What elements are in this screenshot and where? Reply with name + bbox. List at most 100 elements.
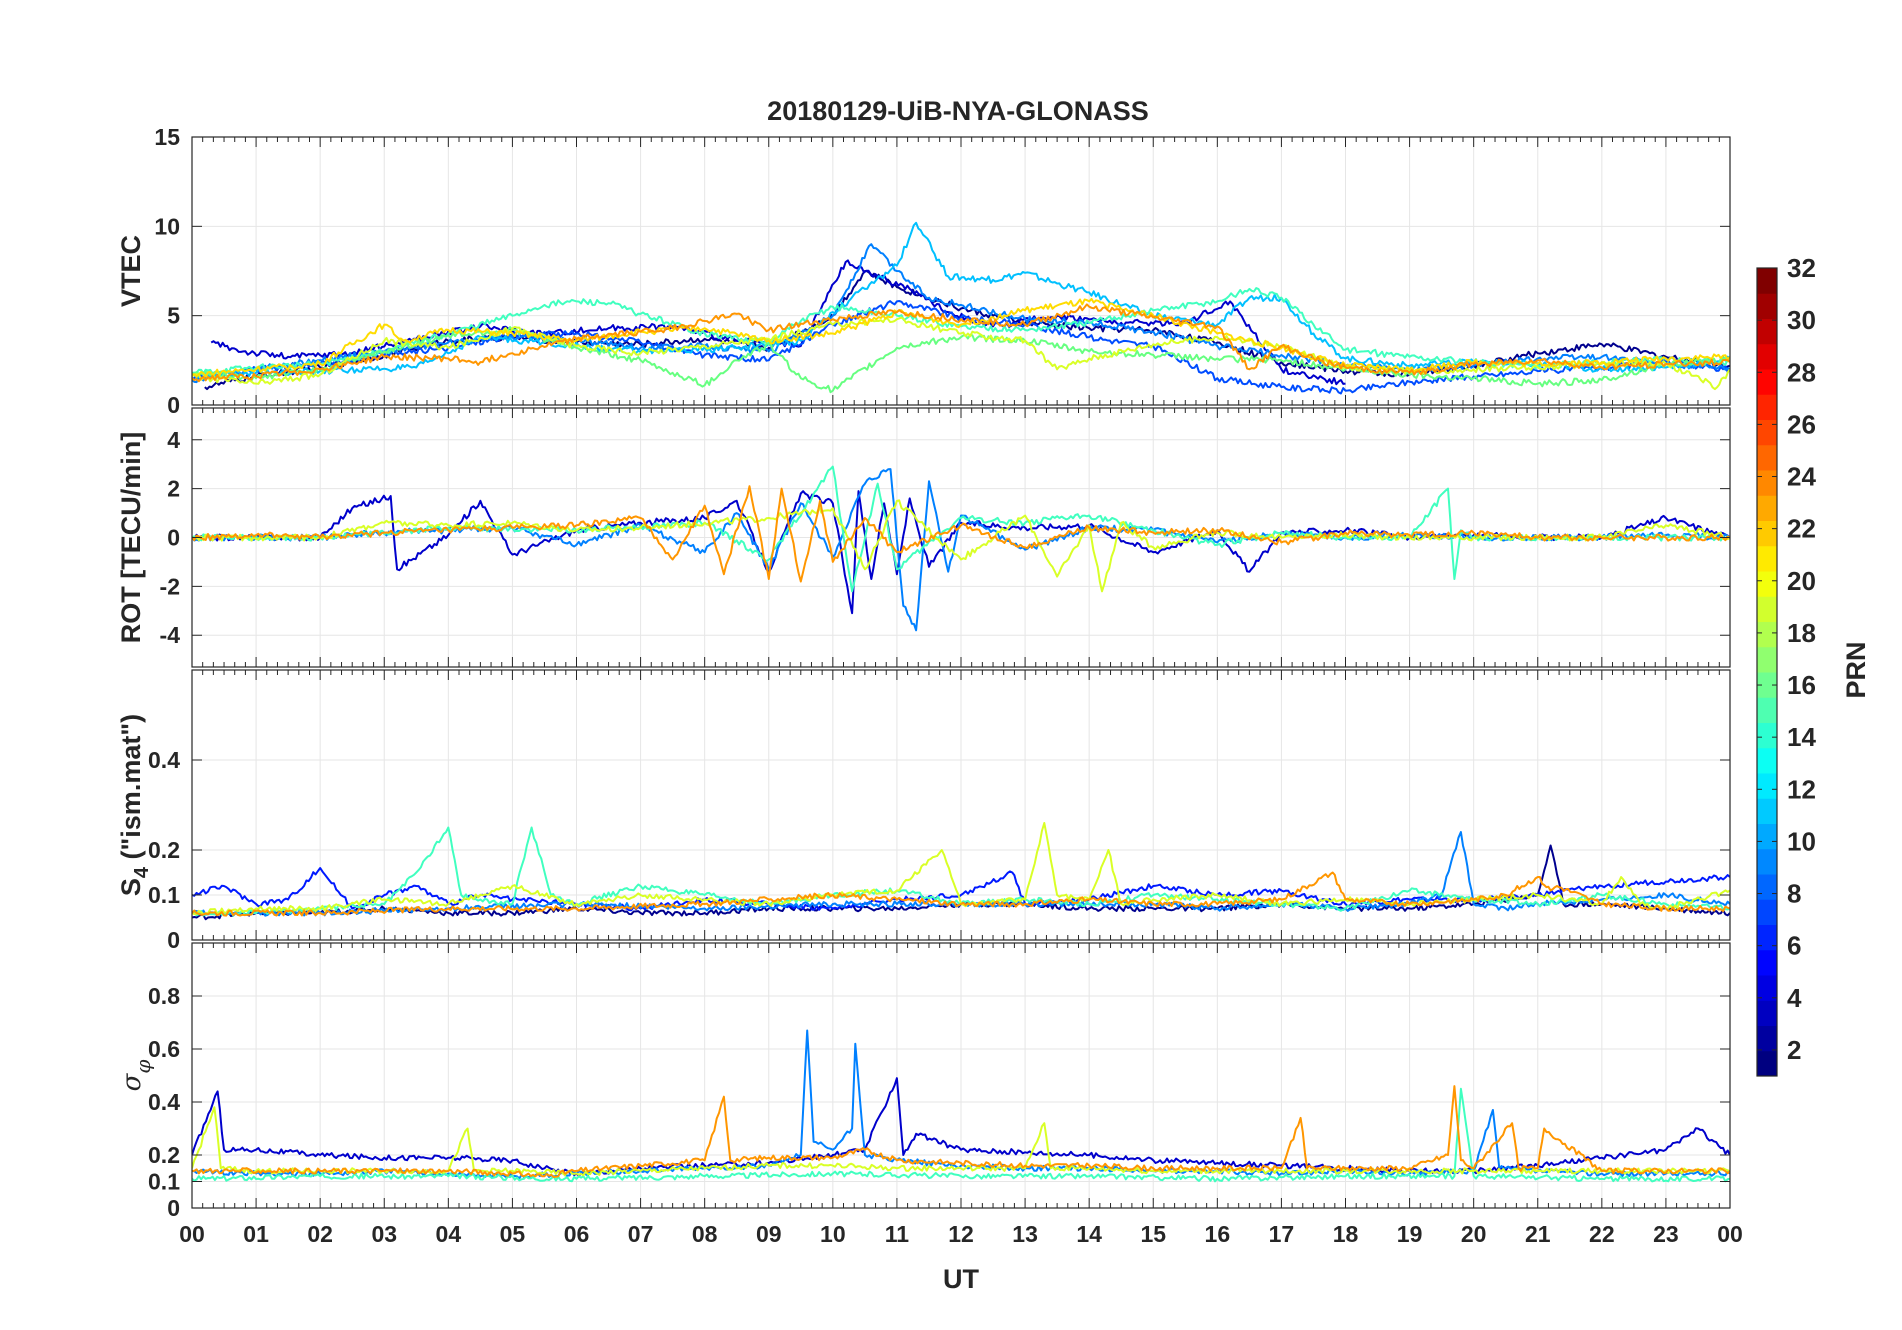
colorbar-tick-label: 32	[1787, 253, 1816, 283]
colorbar-segment	[1757, 773, 1777, 799]
colorbar-segment	[1757, 975, 1777, 1001]
x-tick-label: 14	[1076, 1221, 1102, 1247]
series-prn-9-vtec	[192, 243, 1730, 384]
colorbar-segment	[1757, 874, 1777, 900]
colorbar-segment	[1757, 672, 1777, 698]
x-tick-label: 19	[1397, 1221, 1423, 1247]
colorbar-segment	[1757, 394, 1777, 420]
y-tick-label: 0.6	[148, 1036, 180, 1062]
y-axis-label-rot: ROT [TECU/min]	[116, 432, 146, 643]
y-tick-label: 4	[167, 427, 180, 453]
series-prn-19-s4	[192, 822, 1730, 916]
x-tick-label: 21	[1525, 1221, 1551, 1247]
x-axis-label: UT	[943, 1264, 979, 1294]
series-group-s4	[192, 822, 1730, 921]
series-prn-23-s4	[192, 871, 1730, 917]
colorbar-segment	[1757, 545, 1777, 572]
y-tick-label: 0.4	[148, 1089, 180, 1115]
colorbar-tick-label: 14	[1787, 722, 1816, 752]
y-tick-label: 0.2	[148, 837, 180, 863]
y-tick-label: 0.2	[148, 1142, 180, 1168]
series-prn-23-rot	[192, 485, 1730, 583]
y-tick-label: 0	[167, 525, 180, 551]
colorbar-segment	[1757, 722, 1777, 749]
y-axis-label-sigma_phi: σφ	[117, 1060, 155, 1092]
colorbar-label: PRN	[1841, 641, 1871, 698]
series-prn-23-vtec	[192, 303, 1730, 383]
colorbar-segment	[1757, 621, 1777, 648]
x-tick-label: 18	[1333, 1221, 1359, 1247]
x-tick-label: 11	[885, 1221, 910, 1247]
colorbar-tick-label: 8	[1787, 879, 1801, 909]
colorbar-segment	[1757, 848, 1777, 875]
colorbar-frame	[1756, 267, 1778, 1077]
y-tick-label: 0	[167, 927, 180, 953]
series-group-rot	[192, 465, 1730, 632]
y-tick-label: -2	[160, 573, 180, 599]
colorbar-segment	[1757, 924, 1777, 951]
y-tick-label: 15	[154, 124, 180, 150]
panel-rot: -4 -2 0 2 4 ROT [TECU/min]	[116, 407, 1731, 668]
colorbar-tick-label: 30	[1787, 305, 1816, 335]
colorbar-segment	[1757, 697, 1777, 723]
series-prn-16-vtec	[192, 326, 1730, 394]
colorbar-tick-label: 18	[1787, 618, 1816, 648]
series-group-sigma_phi	[192, 1029, 1730, 1183]
x-tick-label: 15	[1140, 1221, 1166, 1247]
colorbar-segment	[1757, 268, 1777, 294]
colorbar-segment	[1757, 343, 1777, 370]
x-tick-label: 22	[1589, 1221, 1615, 1247]
colorbar-segment	[1757, 369, 1777, 395]
colorbar-tick-label: 26	[1787, 409, 1816, 439]
colorbar-tick-label: 16	[1787, 670, 1816, 700]
y-tick-label: 10	[154, 213, 180, 239]
x-tick-label: 01	[243, 1221, 269, 1247]
x-tick-label: 06	[564, 1221, 590, 1247]
colorbar-segment	[1757, 318, 1777, 345]
x-tick-label: 13	[1012, 1221, 1038, 1247]
x-tick-label: 23	[1653, 1221, 1679, 1247]
colorbar-segment	[1757, 444, 1777, 471]
series-prn-23-sigma_phi	[192, 1085, 1730, 1178]
chart-title: 20180129-UiB-NYA-GLONASS	[767, 96, 1149, 126]
colorbar-segment	[1757, 293, 1777, 319]
colorbar-tick-label: 6	[1787, 931, 1801, 961]
x-tick-label: 03	[371, 1221, 397, 1247]
x-tick-label: 20	[1461, 1221, 1487, 1247]
colorbar-tick-label: 12	[1787, 774, 1816, 804]
y-tick-label: 0.4	[148, 747, 180, 773]
colorbar-segment	[1757, 596, 1777, 622]
series-prn-14-sigma_phi	[192, 1087, 1730, 1183]
colorbar-segment	[1757, 949, 1777, 976]
colorbar-segment	[1757, 470, 1777, 496]
panel-sigma-phi: 00.10.2 0.4 0.6 0.8 σφ 00 01 02 03 04 05 06 07 08 09 10…	[117, 942, 1743, 1247]
x-tick-label: 07	[628, 1221, 654, 1247]
y-tick-label: 0.1	[148, 882, 180, 908]
colorbar-segment	[1757, 419, 1777, 446]
colorbar-tick-label: 22	[1787, 514, 1816, 544]
series-prn-21-vtec	[192, 297, 1730, 378]
y-axis-label-s4: S4 ("ism.mat")	[116, 714, 153, 896]
y-tick-label: 5	[167, 303, 180, 329]
x-tick-label: 17	[1269, 1221, 1295, 1247]
x-tick-label: 05	[500, 1221, 526, 1247]
y-axis-label-vtec: VTEC	[116, 235, 146, 307]
series-group-vtec	[192, 221, 1730, 395]
colorbar-tick-label: 2	[1787, 1035, 1801, 1065]
colorbar-segment	[1757, 798, 1777, 824]
y-tick-label: -4	[160, 622, 181, 648]
colorbar-segment	[1757, 495, 1777, 521]
y-tick-label: 0.8	[148, 983, 180, 1009]
y-tick-label: 0	[167, 1195, 180, 1221]
colorbar-segment	[1757, 571, 1777, 597]
colorbar-segment	[1757, 520, 1777, 547]
x-tick-label: 02	[307, 1221, 333, 1247]
x-tick-label: 08	[692, 1221, 718, 1247]
panel-s4: 0 0.1 0.2 0.4S4 ("ism.mat")	[116, 669, 1731, 953]
series-prn-19-vtec	[192, 316, 1730, 391]
x-tick-label: 04	[436, 1221, 462, 1247]
y-tick-label: 0	[167, 392, 180, 418]
colorbar-tick-label: 10	[1787, 826, 1816, 856]
